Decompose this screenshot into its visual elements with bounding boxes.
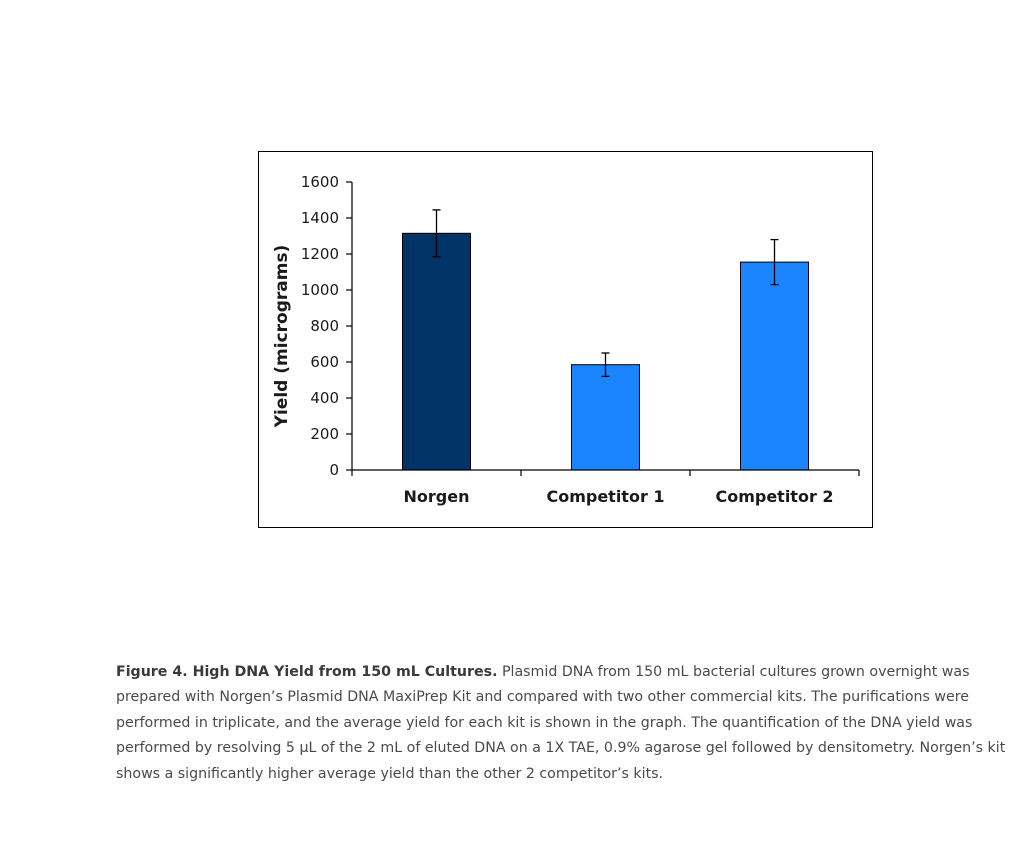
bar <box>571 364 640 471</box>
y-tick-label: 0 <box>329 461 339 479</box>
axes <box>351 182 860 476</box>
figure-caption: Figure 4. High DNA Yield from 150 mL Cul… <box>116 660 1006 787</box>
y-tick-label: 1000 <box>301 281 339 299</box>
caption-text: Plasmid DNA from 150 mL bacterial cultur… <box>116 664 1006 782</box>
y-axis-ticks: 0 200 400 600 800 1000 1200 1400 1600 <box>301 173 352 479</box>
x-category-label: Competitor 1 <box>546 487 664 506</box>
y-tick-label: 600 <box>310 353 339 371</box>
y-tick-label: 200 <box>310 425 339 443</box>
caption-title: Figure 4. High DNA Yield from 150 mL Cul… <box>116 664 498 680</box>
bars <box>402 232 809 471</box>
y-tick-label: 800 <box>310 317 339 335</box>
bar <box>402 232 471 471</box>
x-category-label: Competitor 2 <box>715 487 833 506</box>
y-tick-label: 1600 <box>301 173 339 191</box>
error-bars <box>432 209 779 378</box>
chart-frame: 0 200 400 600 800 1000 1200 1400 1600 Norgen Comp… <box>258 151 873 528</box>
y-tick-label: 400 <box>310 389 339 407</box>
y-axis-title: Yield (micrograms) <box>272 245 292 429</box>
bar-chart: 0 200 400 600 800 1000 1200 1400 1600 Norgen Comp… <box>272 173 860 506</box>
y-tick-label: 1400 <box>301 209 339 227</box>
bar <box>740 261 809 471</box>
y-tick-label: 1200 <box>301 245 339 263</box>
x-axis-labels: Norgen Competitor 1 Competitor 2 <box>404 487 834 506</box>
x-category-label: Norgen <box>404 487 470 506</box>
